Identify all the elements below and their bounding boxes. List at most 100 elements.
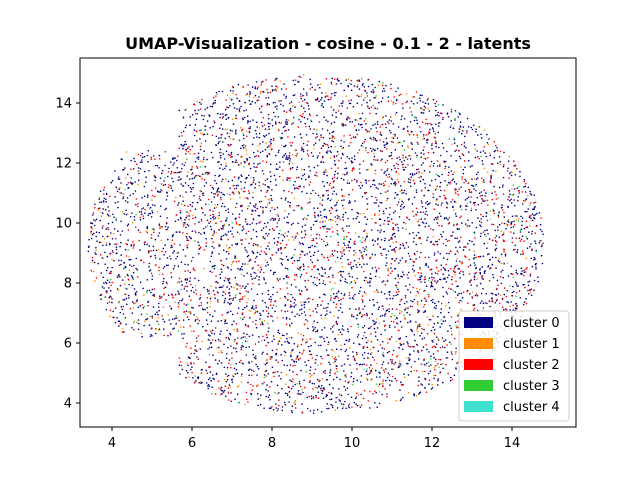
scatter-point <box>242 362 244 365</box>
scatter-point <box>199 380 202 383</box>
scatter-point <box>191 201 194 204</box>
scatter-point <box>306 338 308 341</box>
scatter-point <box>127 187 129 189</box>
scatter-point <box>107 222 110 225</box>
scatter-point <box>140 313 143 316</box>
scatter-point <box>164 164 166 167</box>
scatter-point <box>480 213 482 216</box>
scatter-point <box>529 190 531 193</box>
scatter-point <box>498 156 501 158</box>
scatter-point <box>409 321 412 323</box>
scatter-point <box>153 174 156 177</box>
scatter-point <box>325 349 328 351</box>
scatter-point <box>262 227 265 229</box>
scatter-point <box>358 308 360 311</box>
scatter-point <box>159 215 162 218</box>
scatter-point <box>264 252 267 255</box>
scatter-point <box>137 229 140 231</box>
scatter-point <box>273 174 276 177</box>
scatter-point <box>268 233 270 235</box>
scatter-point <box>527 195 529 197</box>
scatter-point <box>194 269 196 272</box>
scatter-point <box>365 293 368 295</box>
scatter-point <box>408 198 410 200</box>
scatter-point <box>285 255 288 258</box>
scatter-point <box>419 94 422 96</box>
scatter-point <box>271 349 274 352</box>
scatter-point <box>294 237 297 239</box>
scatter-point <box>326 256 329 259</box>
scatter-point <box>330 145 333 148</box>
scatter-point <box>373 327 376 330</box>
scatter-point <box>527 281 529 283</box>
scatter-point <box>304 301 307 303</box>
scatter-point <box>361 196 364 198</box>
scatter-point <box>414 339 416 342</box>
scatter-point <box>518 237 521 239</box>
scatter-point <box>447 223 450 225</box>
scatter-point <box>411 329 413 332</box>
scatter-point <box>310 228 313 231</box>
scatter-point <box>225 380 228 383</box>
scatter-point <box>398 262 400 264</box>
scatter-point <box>296 166 299 168</box>
scatter-point <box>475 173 478 176</box>
scatter-point <box>407 178 410 180</box>
scatter-point <box>142 207 145 209</box>
scatter-point <box>489 305 492 308</box>
scatter-point <box>374 212 377 215</box>
scatter-point <box>312 155 314 157</box>
scatter-point <box>122 299 124 301</box>
scatter-point <box>327 194 330 196</box>
scatter-point <box>373 290 376 293</box>
scatter-point <box>270 163 272 166</box>
scatter-point <box>206 307 208 309</box>
scatter-point <box>376 199 378 201</box>
scatter-point <box>131 182 134 185</box>
scatter-point <box>331 404 334 407</box>
scatter-point <box>310 353 313 356</box>
scatter-point <box>394 184 397 186</box>
scatter-point <box>413 182 416 184</box>
scatter-point <box>532 219 534 222</box>
scatter-point <box>276 316 279 319</box>
scatter-point <box>434 240 437 243</box>
scatter-point <box>224 385 226 388</box>
scatter-point <box>103 189 105 191</box>
scatter-point <box>242 134 245 137</box>
scatter-point <box>462 130 464 132</box>
scatter-point <box>215 144 217 146</box>
scatter-point <box>404 309 406 311</box>
scatter-point <box>349 246 352 249</box>
scatter-point <box>246 93 248 95</box>
scatter-point <box>451 353 453 355</box>
scatter-point <box>253 242 255 245</box>
scatter-point <box>431 272 433 275</box>
scatter-point <box>342 207 345 210</box>
scatter-point <box>315 133 318 135</box>
scatter-point <box>363 325 366 327</box>
scatter-point <box>328 276 330 278</box>
scatter-point <box>159 226 162 228</box>
scatter-point <box>272 137 275 140</box>
scatter-point <box>269 210 272 212</box>
scatter-point <box>216 203 219 206</box>
scatter-point <box>424 213 426 215</box>
scatter-point <box>532 208 534 210</box>
scatter-point <box>337 316 339 319</box>
scatter-point <box>444 196 446 198</box>
scatter-point <box>391 368 393 371</box>
scatter-point <box>400 161 403 163</box>
scatter-point <box>163 254 165 256</box>
scatter-point <box>258 185 261 187</box>
scatter-point <box>292 94 295 97</box>
scatter-point <box>318 385 321 388</box>
scatter-point <box>147 300 150 303</box>
scatter-point <box>341 199 343 202</box>
scatter-point <box>198 221 200 223</box>
scatter-point <box>379 133 382 136</box>
scatter-point <box>430 284 433 287</box>
scatter-point <box>440 363 442 366</box>
scatter-point <box>312 396 315 398</box>
scatter-point <box>420 332 423 335</box>
